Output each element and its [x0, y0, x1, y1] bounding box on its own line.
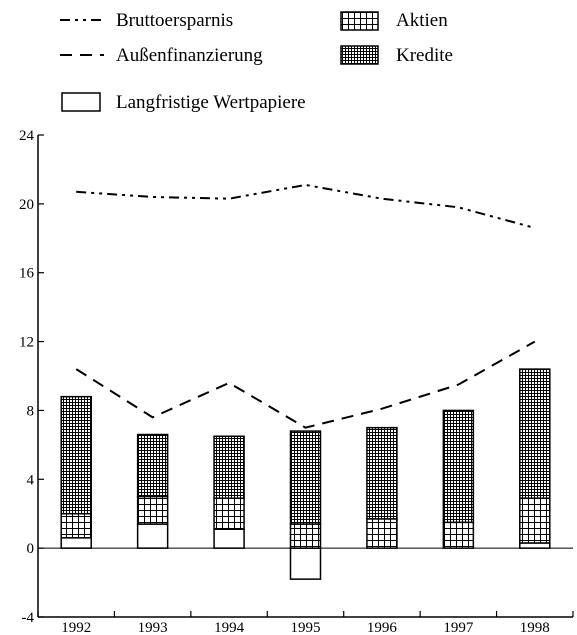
bar-kredite-1997 [442, 409, 475, 524]
bar-aktien-1992 [60, 512, 92, 539]
bar-aktien-1997 [442, 521, 475, 549]
legend-label-aussenfinanzierung: Außenfinanzierung [116, 45, 263, 66]
bar-aktien-1995 [289, 523, 322, 549]
y-tick-label: 4 [27, 472, 35, 488]
bar-kredite-1998 [519, 368, 551, 499]
line-bruttoersparnis [76, 183, 536, 229]
y-tick-label: 24 [19, 128, 35, 144]
legend-label-langfristige-wertpapiere: Langfristige Wertpapiere [116, 92, 306, 113]
x-tick-label: 1997 [443, 620, 474, 635]
bar-aktien-1998 [519, 497, 551, 544]
legend-label-bruttoersparnis: Bruttoersparnis [116, 10, 233, 31]
x-tick-label: 1996 [367, 620, 398, 635]
y-tick-label: 8 [27, 403, 35, 419]
legend: Bruttoersparnis Außenfinanzierung Langfr… [60, 10, 453, 113]
legend-swatch-aktien [340, 11, 379, 31]
y-tick-label: -4 [22, 610, 35, 626]
bars [60, 368, 551, 580]
legend-swatch-langfristige-wertpapiere [61, 92, 101, 112]
x-tick-label: 1998 [520, 620, 550, 635]
bar-kredite-1996 [366, 426, 398, 520]
bar-langfristige-wertpapiere-1992 [60, 537, 92, 549]
bar-langfristige-wertpapiere-1993 [136, 523, 169, 549]
x-tick-label: 1994 [214, 620, 245, 635]
legend-swatch-kredite [340, 45, 379, 65]
bar-kredite-1992 [60, 395, 92, 515]
bar-aktien-1993 [136, 495, 169, 525]
y-tick-label: 20 [19, 197, 34, 213]
bar-langfristige-wertpapiere-1998 [519, 542, 551, 549]
x-tick-label: 1992 [61, 620, 91, 635]
y-axis: -4 0 4 8 12 16 20 24 [19, 128, 44, 626]
bar-kredite-1995 [289, 430, 322, 525]
x-tick-label: 1995 [291, 620, 321, 635]
bar-langfristige-wertpapiere-1994 [213, 528, 245, 549]
legend-label-aktien: Aktien [396, 10, 448, 31]
y-tick-label: 12 [19, 335, 34, 351]
y-tick-label: 16 [19, 266, 35, 282]
legend-label-kredite: Kredite [396, 45, 453, 66]
y-tick-label: 0 [27, 541, 35, 557]
bar-kredite-1994 [213, 435, 245, 499]
x-axis: 1992 1993 1994 1995 1996 1997 1998 [37, 547, 574, 635]
bar-langfristige-wertpapiere-1995 [289, 547, 322, 580]
x-tick-label: 1993 [138, 620, 168, 635]
bar-aktien-1994 [213, 497, 245, 530]
bar-kredite-1993 [136, 433, 169, 498]
line-au-enfinanzierung [75, 340, 536, 429]
bar-aktien-1996 [366, 518, 398, 549]
lines [75, 183, 536, 429]
